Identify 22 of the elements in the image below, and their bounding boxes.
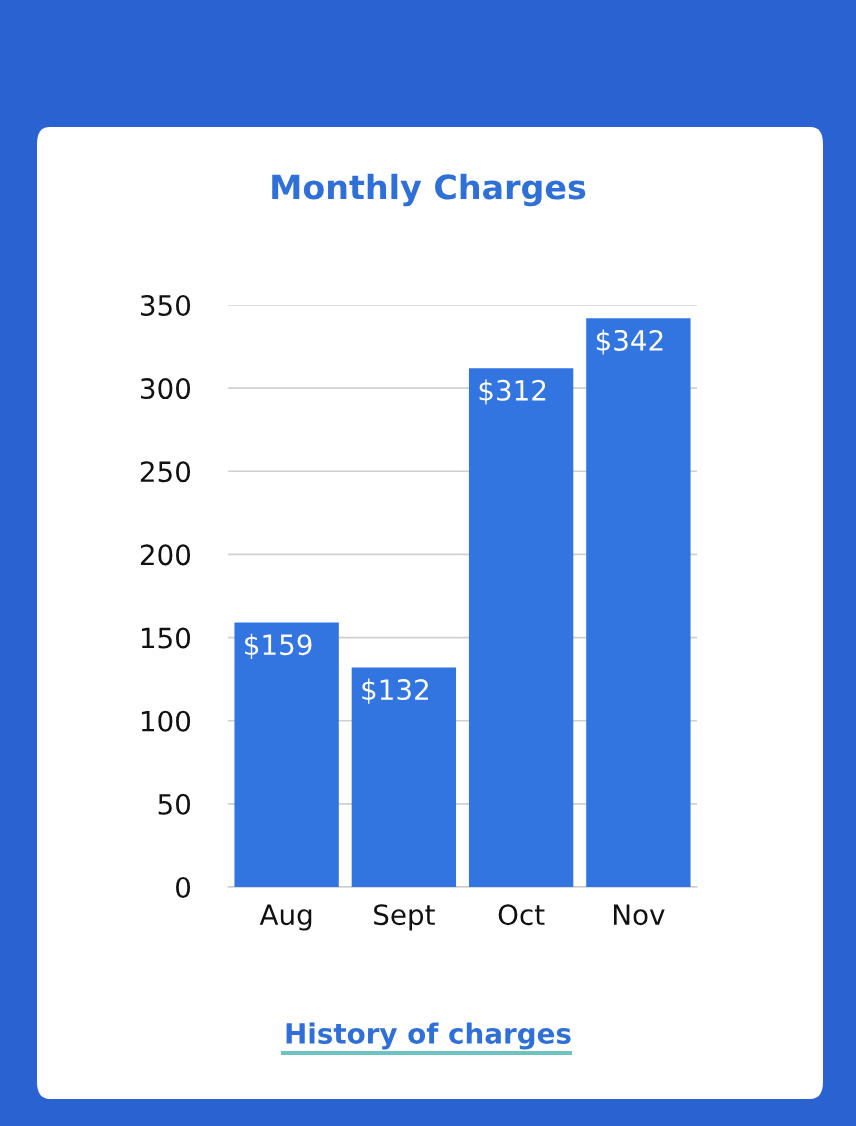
y-tick-label: 300 (140, 378, 191, 400)
data-label: $159 (245, 633, 312, 659)
text: History of charges (286, 1022, 571, 1050)
bar (586, 318, 691, 887)
x-tick-label: Nov (613, 904, 665, 926)
data-label: $342 (596, 329, 663, 355)
y-tick-label: 250 (140, 461, 191, 483)
y-tick-label: 50 (158, 793, 191, 815)
bar (351, 667, 457, 887)
y-tick-label: 150 (141, 627, 191, 649)
chart-title: Monthly Charges (272, 173, 586, 207)
y-tick-label: 0 (176, 876, 191, 898)
bar (234, 622, 339, 887)
data-label: $132 (362, 678, 428, 704)
data-label: $312 (479, 379, 546, 405)
x-tick-label: Aug (259, 904, 312, 931)
y-tick-label: 100 (141, 710, 191, 732)
bar (468, 368, 574, 887)
y-tick-label: 200 (140, 544, 191, 566)
x-tick-label: Sept (374, 904, 435, 931)
y-tick-label: 350 (140, 294, 191, 316)
x-tick-label: Oct (498, 904, 545, 926)
